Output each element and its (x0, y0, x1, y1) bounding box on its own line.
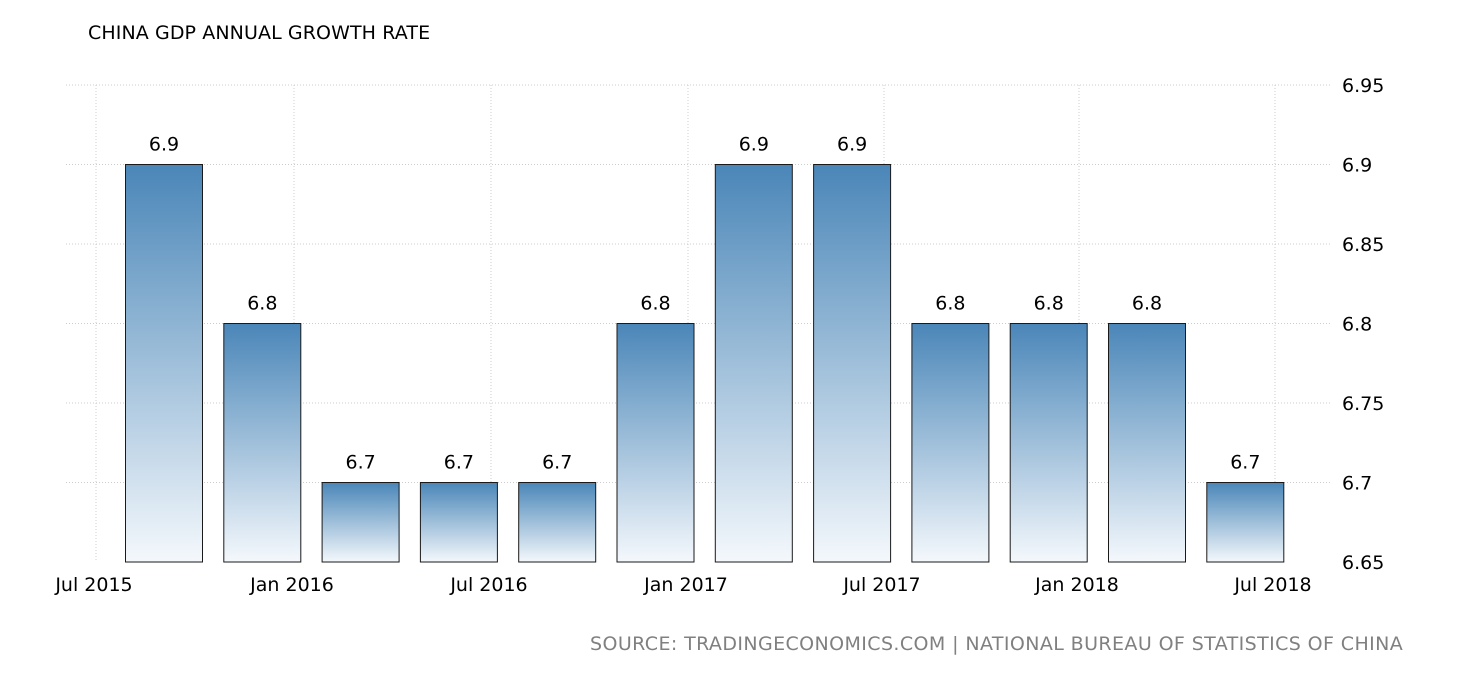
data-label: 6.8 (1132, 293, 1162, 315)
data-label: 6.7 (444, 452, 474, 474)
source-line: SOURCE: TRADINGECONOMICS.COM | NATIONAL … (590, 633, 1404, 655)
data-label: 6.7 (345, 452, 375, 474)
y-tick-label: 6.65 (1342, 552, 1384, 574)
bars (125, 164, 1285, 563)
data-labels: 6.9 6.8 6.7 6.7 6.7 6.8 6.9 6.9 6.8 6.8 6.8 6.7 (149, 134, 1261, 474)
x-tick-label: Jan 2016 (249, 574, 334, 596)
bar (714, 164, 793, 563)
data-label: 6.8 (640, 293, 670, 315)
bar (616, 323, 695, 563)
bar (813, 164, 892, 563)
x-tick-label: Jul 2015 (54, 574, 132, 596)
y-tick-label: 6.9 (1342, 155, 1372, 177)
x-tick-label: Jul 2016 (449, 574, 527, 596)
y-axis: 6.65 6.7 6.75 6.8 6.85 6.9 6.95 (1342, 75, 1384, 574)
y-tick-label: 6.75 (1342, 393, 1384, 415)
x-tick-label: Jul 2017 (842, 574, 920, 596)
y-tick-label: 6.85 (1342, 234, 1384, 256)
data-label: 6.9 (837, 134, 867, 156)
bar (911, 323, 990, 563)
x-tick-label: Jan 2018 (1034, 574, 1119, 596)
bar (419, 482, 498, 563)
bar (125, 164, 203, 563)
data-label: 6.7 (542, 452, 572, 474)
data-label: 6.9 (739, 134, 769, 156)
x-tick-label: Jan 2017 (643, 574, 728, 596)
data-label: 6.8 (1034, 293, 1064, 315)
y-tick-label: 6.8 (1342, 314, 1372, 336)
y-tick-label: 6.7 (1342, 473, 1372, 495)
bar (321, 482, 400, 563)
x-tick-label: Jul 2018 (1233, 574, 1311, 596)
bar (1206, 482, 1285, 563)
x-axis: Jul 2015 Jan 2016 Jul 2016 Jan 2017 Jul 2017… (54, 574, 1311, 596)
bar (1009, 323, 1088, 563)
data-label: 6.8 (247, 293, 277, 315)
bar (1108, 323, 1186, 563)
y-tick-label: 6.95 (1342, 75, 1384, 97)
bar (223, 323, 302, 563)
data-label: 6.9 (149, 134, 179, 156)
data-label: 6.7 (1230, 452, 1260, 474)
bar (518, 482, 597, 563)
data-label: 6.8 (935, 293, 965, 315)
chart-title: CHINA GDP ANNUAL GROWTH RATE (88, 22, 431, 44)
